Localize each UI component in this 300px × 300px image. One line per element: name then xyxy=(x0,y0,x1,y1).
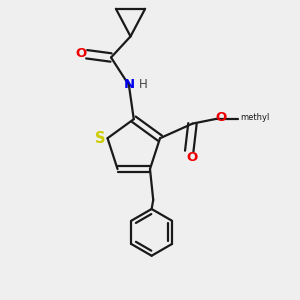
Text: N: N xyxy=(123,78,134,91)
Text: H: H xyxy=(139,78,148,91)
Text: methyl: methyl xyxy=(241,113,270,122)
Text: S: S xyxy=(95,131,106,146)
Text: O: O xyxy=(215,111,226,124)
Text: O: O xyxy=(75,47,86,60)
Text: O: O xyxy=(186,151,197,164)
